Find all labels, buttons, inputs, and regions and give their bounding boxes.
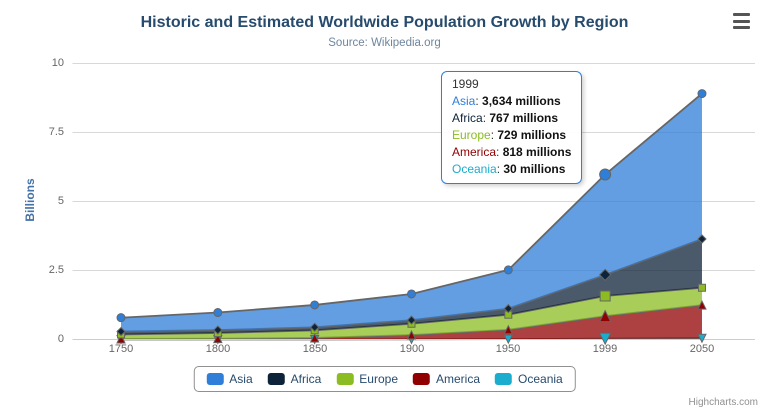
tooltip-row: Asia: 3,634 millions [452,94,561,108]
legend-swatch-europe [336,373,354,385]
menu-bar [733,19,750,23]
tooltip-series-name: America [452,145,497,159]
tooltip-series-value: 818 millions [502,145,572,159]
y-axis-label: 0 [57,333,64,345]
tooltip-series-value: 729 millions [497,128,567,142]
legend-item-europe[interactable]: Europe [336,372,398,386]
y-axis-label: 5 [57,195,64,207]
y-axis-label: 10 [51,57,64,69]
legend-swatch-africa [267,373,285,385]
legend-label: Africa [290,372,322,386]
legend-swatch-asia [206,373,224,385]
x-axis-label: 1950 [495,343,521,355]
tooltip-row: Oceania: 30 millions [452,162,566,176]
tooltip-series-value: 30 millions [503,162,566,176]
x-axis-label: 1750 [108,343,134,355]
highcharts-credits-link[interactable]: Highcharts.com [688,397,758,408]
legend-item-asia[interactable]: Asia [206,372,253,386]
tooltip-series-name: Oceania [452,162,497,176]
tooltip-series-name: Asia [452,94,476,108]
legend-item-africa[interactable]: Africa [267,372,322,386]
tooltip-series-value: 3,634 millions [482,94,561,108]
tooltip-row: Europe: 729 millions [452,128,567,142]
x-axis-label: 1900 [399,343,425,355]
tooltip-series-value: 767 millions [489,111,559,125]
legend-item-oceania[interactable]: Oceania [495,372,563,386]
legend-swatch-america [413,373,431,385]
x-axis-label: 1850 [302,343,328,355]
menu-bar [733,13,750,16]
tooltip-series-name: Africa [452,111,483,125]
x-axis-label: 2050 [689,343,715,355]
tooltip-series-name: Europe [452,128,491,142]
tooltip-row: America: 818 millions [452,145,572,159]
export-menu-icon[interactable] [733,12,752,30]
chart-title: Historic and Estimated Worldwide Populat… [140,14,629,31]
legend-swatch-oceania [495,373,513,385]
x-axis-label: 1999 [592,343,618,355]
tooltip-row: Africa: 767 millions [452,111,559,125]
legend-label: Oceania [518,372,563,386]
chart-subtitle: Source: Wikipedia.org [328,37,441,49]
legend: Asia Africa Europe America Oceania [193,366,576,392]
menu-bar [733,26,750,29]
legend-label: Asia [229,372,253,386]
x-axis-label: 1800 [205,343,231,355]
tooltip-header: 1999 [452,77,479,91]
y-axis-label: 7.5 [48,126,64,138]
legend-item-america[interactable]: America [413,372,480,386]
tooltip: 1999 Asia: 3,634 millions Africa: 767 mi… [441,71,583,184]
legend-label: America [436,372,481,386]
legend-label: Europe [359,372,399,386]
y-axis-label: 2.5 [48,264,64,276]
